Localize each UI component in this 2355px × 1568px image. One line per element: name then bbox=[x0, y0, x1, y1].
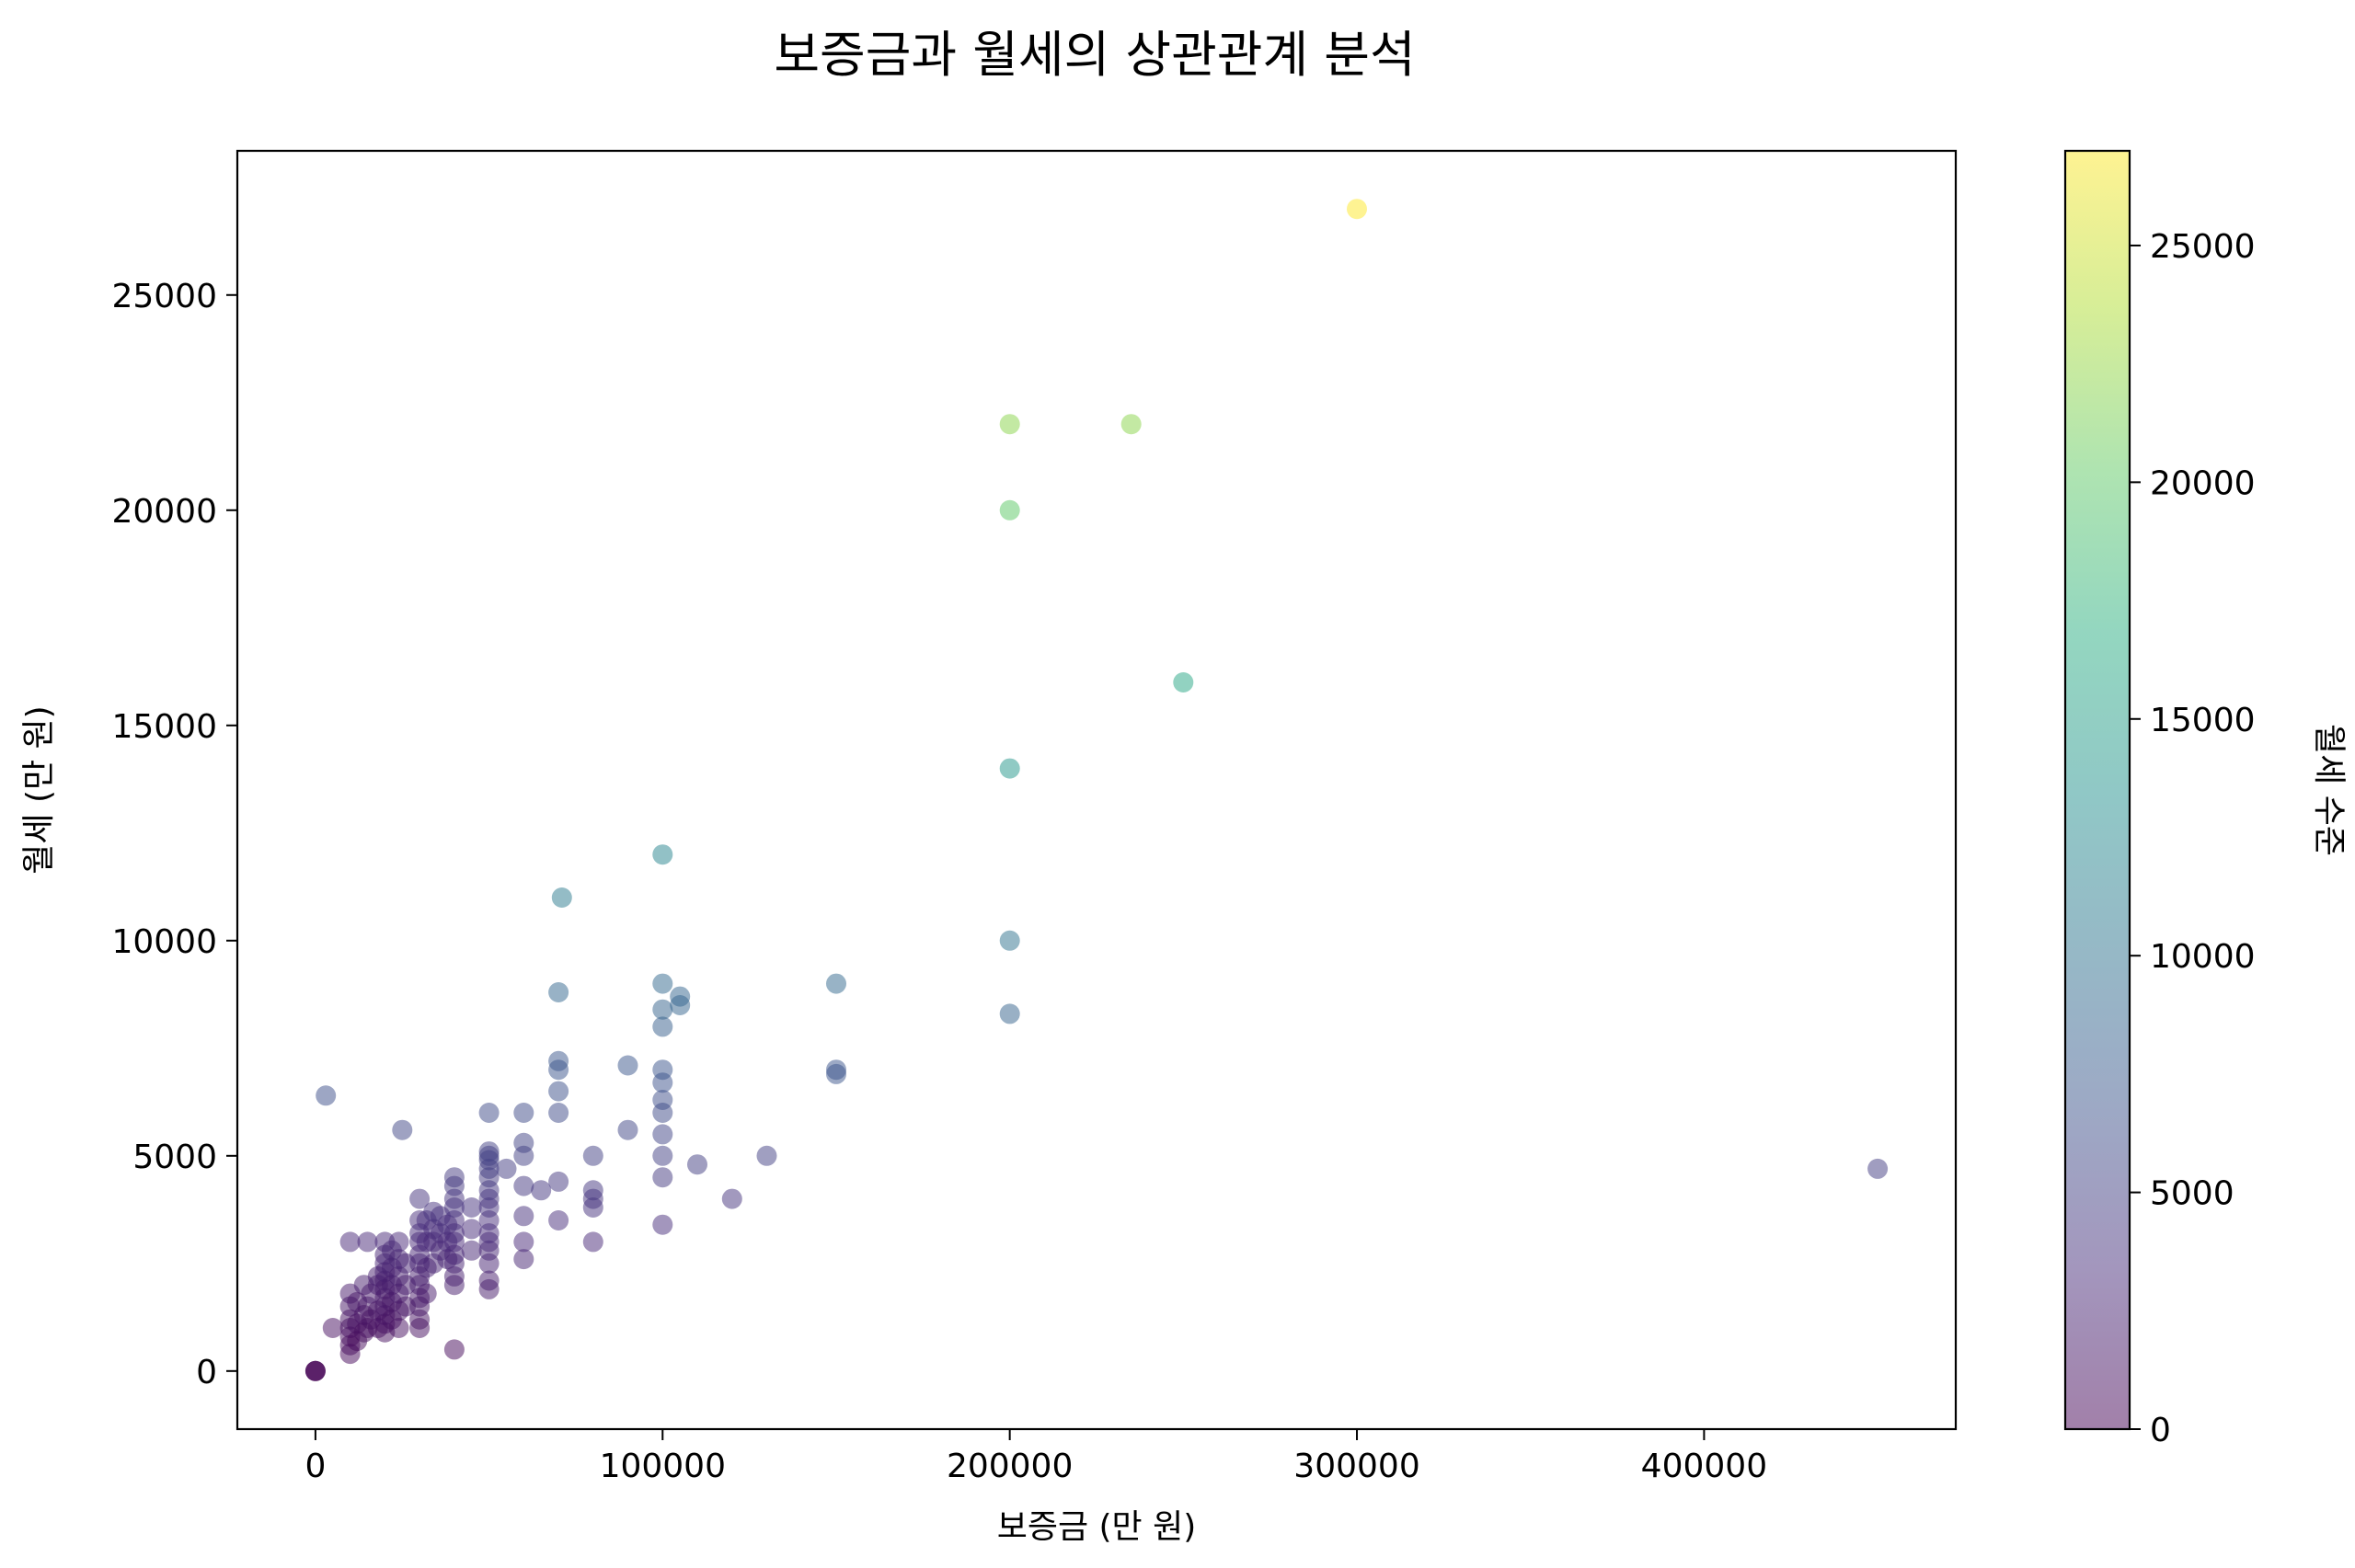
data-point bbox=[443, 1339, 465, 1360]
data-point bbox=[548, 1171, 569, 1192]
data-point bbox=[582, 1231, 603, 1253]
x-axis-label: 보증금 (만 원) bbox=[997, 1508, 1197, 1546]
data-point bbox=[999, 930, 1020, 951]
data-point bbox=[721, 1188, 742, 1209]
data-point bbox=[652, 999, 673, 1020]
data-point bbox=[548, 982, 569, 1002]
data-point bbox=[999, 1003, 1020, 1024]
data-point bbox=[652, 1090, 673, 1110]
data-point bbox=[826, 973, 846, 994]
data-point bbox=[388, 1231, 409, 1253]
data-point bbox=[513, 1103, 534, 1123]
data-point bbox=[1120, 414, 1142, 435]
data-point bbox=[652, 1016, 673, 1037]
data-point bbox=[582, 1180, 603, 1201]
data-point bbox=[652, 1167, 673, 1188]
y-tick-label: 20000 bbox=[111, 493, 217, 531]
colorbar-tick-label: 0 bbox=[2150, 1412, 2171, 1449]
data-point bbox=[652, 1059, 673, 1081]
data-point bbox=[826, 1059, 846, 1081]
colorbar-ticks: 0 5000 10000 15000 20000 25000 bbox=[2130, 228, 2256, 1449]
data-point bbox=[513, 1231, 534, 1253]
x-tick-label: 0 bbox=[304, 1448, 326, 1485]
data-point bbox=[999, 499, 1020, 521]
data-point bbox=[1173, 672, 1194, 692]
data-point bbox=[443, 1167, 465, 1188]
data-point bbox=[513, 1249, 534, 1270]
data-point bbox=[687, 1154, 707, 1175]
points-layer bbox=[304, 199, 1889, 1381]
data-point bbox=[617, 1119, 638, 1140]
y-tick-label: 25000 bbox=[111, 278, 217, 315]
colorbar-label: 월세 수준 bbox=[2310, 724, 2348, 856]
colorbar-tick-label: 15000 bbox=[2150, 702, 2256, 739]
data-point bbox=[461, 1240, 482, 1261]
data-point bbox=[392, 1119, 413, 1140]
data-point bbox=[339, 1231, 361, 1253]
y-axis-label: 월세 (만 원) bbox=[20, 705, 58, 874]
data-point bbox=[478, 1103, 500, 1123]
data-point bbox=[461, 1219, 482, 1240]
data-point bbox=[409, 1188, 431, 1209]
data-point bbox=[513, 1206, 534, 1227]
x-tick-label: 100000 bbox=[600, 1448, 726, 1485]
data-point bbox=[388, 1318, 409, 1338]
data-point bbox=[322, 1318, 343, 1338]
data-point bbox=[999, 758, 1020, 779]
data-point bbox=[304, 1360, 326, 1381]
data-point bbox=[513, 1175, 534, 1196]
data-point bbox=[496, 1158, 517, 1179]
data-point bbox=[617, 1055, 638, 1076]
data-point bbox=[416, 1283, 437, 1304]
data-point bbox=[670, 986, 691, 1007]
data-point bbox=[478, 1270, 500, 1291]
data-point bbox=[478, 1141, 500, 1162]
data-point bbox=[548, 1081, 569, 1102]
data-point bbox=[652, 1214, 673, 1235]
x-tick-label: 200000 bbox=[947, 1448, 1073, 1485]
colorbar-frame bbox=[2063, 149, 2131, 1431]
data-point bbox=[756, 1145, 777, 1166]
colorbar-tick-label: 20000 bbox=[2150, 464, 2256, 502]
colorbar-tick-label: 25000 bbox=[2150, 228, 2256, 266]
y-tick-label: 10000 bbox=[111, 923, 217, 961]
data-point bbox=[548, 1210, 569, 1230]
colorbar-gradient bbox=[2065, 151, 2130, 1429]
data-point bbox=[551, 887, 572, 908]
data-point bbox=[357, 1231, 378, 1253]
y-tick-label: 5000 bbox=[132, 1139, 217, 1176]
data-point bbox=[513, 1132, 534, 1153]
y-tick-label: 0 bbox=[196, 1354, 217, 1391]
colorbar-tick-label: 5000 bbox=[2150, 1175, 2234, 1213]
x-tick-label: 300000 bbox=[1293, 1448, 1419, 1485]
data-point bbox=[1347, 199, 1367, 220]
data-point bbox=[316, 1085, 337, 1106]
data-point bbox=[582, 1145, 603, 1166]
colorbar: 0 5000 10000 15000 20000 25000 월세 수준 bbox=[2063, 149, 2348, 1449]
y-tick-label: 15000 bbox=[111, 708, 217, 746]
data-point bbox=[461, 1197, 482, 1218]
x-tick-label: 400000 bbox=[1641, 1448, 1767, 1485]
y-axis: 0 5000 10000 15000 20000 25000 bbox=[111, 278, 237, 1391]
data-point bbox=[548, 1050, 569, 1071]
data-point bbox=[652, 973, 673, 994]
data-point bbox=[652, 1124, 673, 1145]
data-point bbox=[548, 1103, 569, 1123]
chart-title: 보증금과 월세의 상관관계 분석 bbox=[774, 26, 1415, 84]
data-point bbox=[531, 1180, 552, 1201]
data-point bbox=[652, 844, 673, 865]
plot-frame bbox=[236, 149, 1958, 1431]
data-point bbox=[652, 1145, 673, 1166]
data-point bbox=[1867, 1158, 1889, 1179]
colorbar-tick-label: 10000 bbox=[2150, 938, 2256, 976]
x-axis: 0 100000 200000 300000 400000 bbox=[304, 1429, 1767, 1485]
data-point bbox=[999, 414, 1020, 435]
